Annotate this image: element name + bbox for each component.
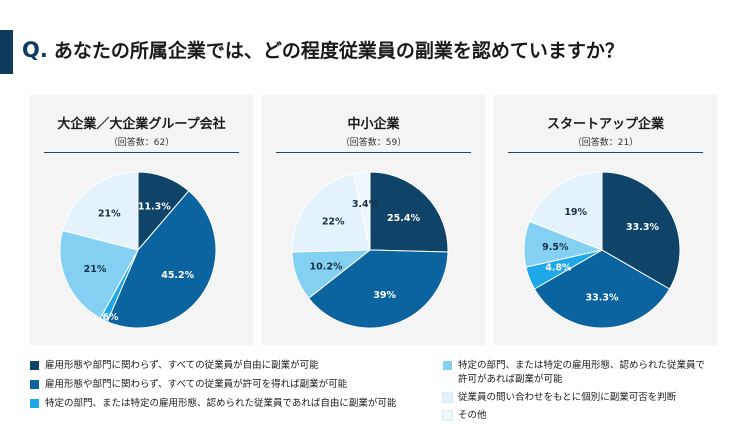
chart-subtitle: （回答数：59） [340,138,407,148]
legend-swatch [442,410,453,421]
data-label: 10.2% [310,261,343,272]
data-label: 4.8% [545,263,572,274]
legend-label: 雇用形態や部門に関わらず、すべての従業員が自由に副業が可能 [45,360,319,371]
slice-other [352,171,371,251]
chart-title: 大企業／大企業グループ会社 [57,117,226,132]
legend-swatch [443,361,452,370]
legend-label: 雇用形態や部門に関わらず、すべての従業員が許可を得れば副業が可能 [45,379,348,390]
question-accent-bar [0,30,13,74]
legend-swatch [30,361,39,370]
question-title: Q. あなたの所属企業では、どの程度従業員の副業を認めていますか？ [22,36,742,63]
pie-chart-startup: 33.3% 33.3% 4.8% 9.5% 19% [523,171,681,329]
data-label: 9.5% [542,242,569,253]
legend-label: 特定の部門、または特定の雇用形態、認められた従業員で [458,360,706,371]
pie-chart-sme: 25.4% 39% 10.2% 22% 3.4% [291,171,449,329]
chart-divider [44,152,239,153]
chart-subtitle: （回答数：62） [108,138,175,148]
slice-free-all [601,171,681,290]
data-label: 11.3% [138,202,171,213]
legend-label: 特定の部門、または特定の雇用形態、認められた従業員であれば自由に副業が可能 [45,398,397,409]
chart-title: 中小企業 [347,117,400,132]
slice-permission-all [106,190,217,329]
data-label: 3.4% [352,199,379,210]
legend-label: その他 [458,410,487,421]
chart-divider [508,152,703,153]
data-label: 21% [84,264,107,275]
chart-divider [276,152,471,153]
slice-permission-specific [59,229,139,319]
question-mark: Q. [22,38,48,62]
question-text: あなたの所属企業では、どの程度従業員の副業を認めていますか？ [53,40,624,62]
slice-permission-all [307,249,449,329]
data-label: 33.3% [626,222,659,233]
data-label: 25.4% [387,213,420,224]
chart-title: スタートアップ企業 [546,117,664,132]
data-label: 45.2% [161,270,194,281]
data-label: 22% [322,217,345,228]
chart-subtitle: （回答数：21） [572,138,639,148]
slice-case-by-case [61,171,139,251]
legend-swatch [30,380,39,389]
legend-swatch [442,392,453,403]
chart-panel-sme: 中小企業 （回答数：59） 25.4% 39% 10.2% 22% 3.4% [262,95,485,345]
data-label: 39% [373,290,396,301]
legend-label: 従業員の問い合わせをもとに個別に副業可否を判断 [458,392,677,403]
data-label: 19% [564,207,587,218]
slice-permission-all [533,249,671,329]
legend-label: 許可があれば副業が可能 [458,374,563,385]
slice-case-by-case [291,173,371,253]
chart-panel-large-enterprise: 大企業／大企業グループ会社 （回答数：62） 11.3% 45.2% 1.6% 21%… [30,95,253,345]
slice-case-by-case [528,171,603,251]
data-label: 1.6% [92,312,119,323]
slice-free-all [369,171,449,253]
data-label: 21% [98,209,121,220]
legend-swatch [30,399,39,408]
data-label: 33.3% [586,292,619,303]
chart-panel-startup: スタートアップ企業 （回答数：21） 33.3% 33.3% 4.8% 9.5% 19% [494,95,717,345]
pie-chart-large-enterprise: 11.3% 45.2% 1.6% 21% 21% [59,171,217,329]
